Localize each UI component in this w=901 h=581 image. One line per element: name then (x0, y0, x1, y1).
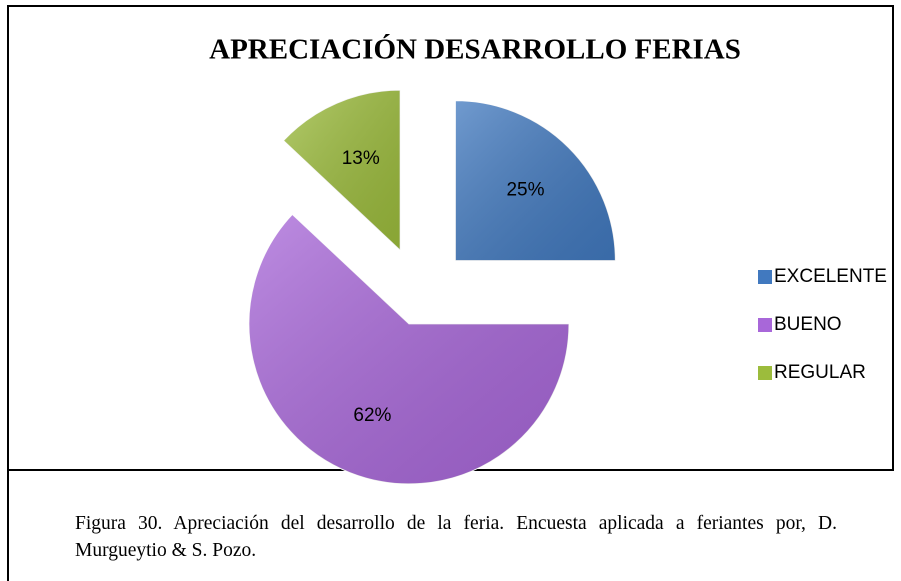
legend-label: BUENO (774, 314, 842, 335)
legend-label: REGULAR (774, 362, 866, 383)
legend-label: EXCELENTE (774, 266, 887, 287)
data-label: 13% (342, 148, 380, 169)
slice-shade (283, 90, 401, 251)
slice-shade (248, 214, 569, 484)
caption: Figura 30. Apreciación del desarrollo de… (75, 513, 837, 561)
slice-shade (455, 100, 616, 261)
legend-swatch (758, 270, 772, 284)
legend-swatch (758, 366, 772, 380)
data-label: 25% (506, 180, 544, 201)
data-label: 62% (353, 405, 391, 426)
legend-swatch (758, 318, 772, 332)
chart-title: APRECIACIÓN DESARROLLO FERIAS (209, 33, 741, 66)
